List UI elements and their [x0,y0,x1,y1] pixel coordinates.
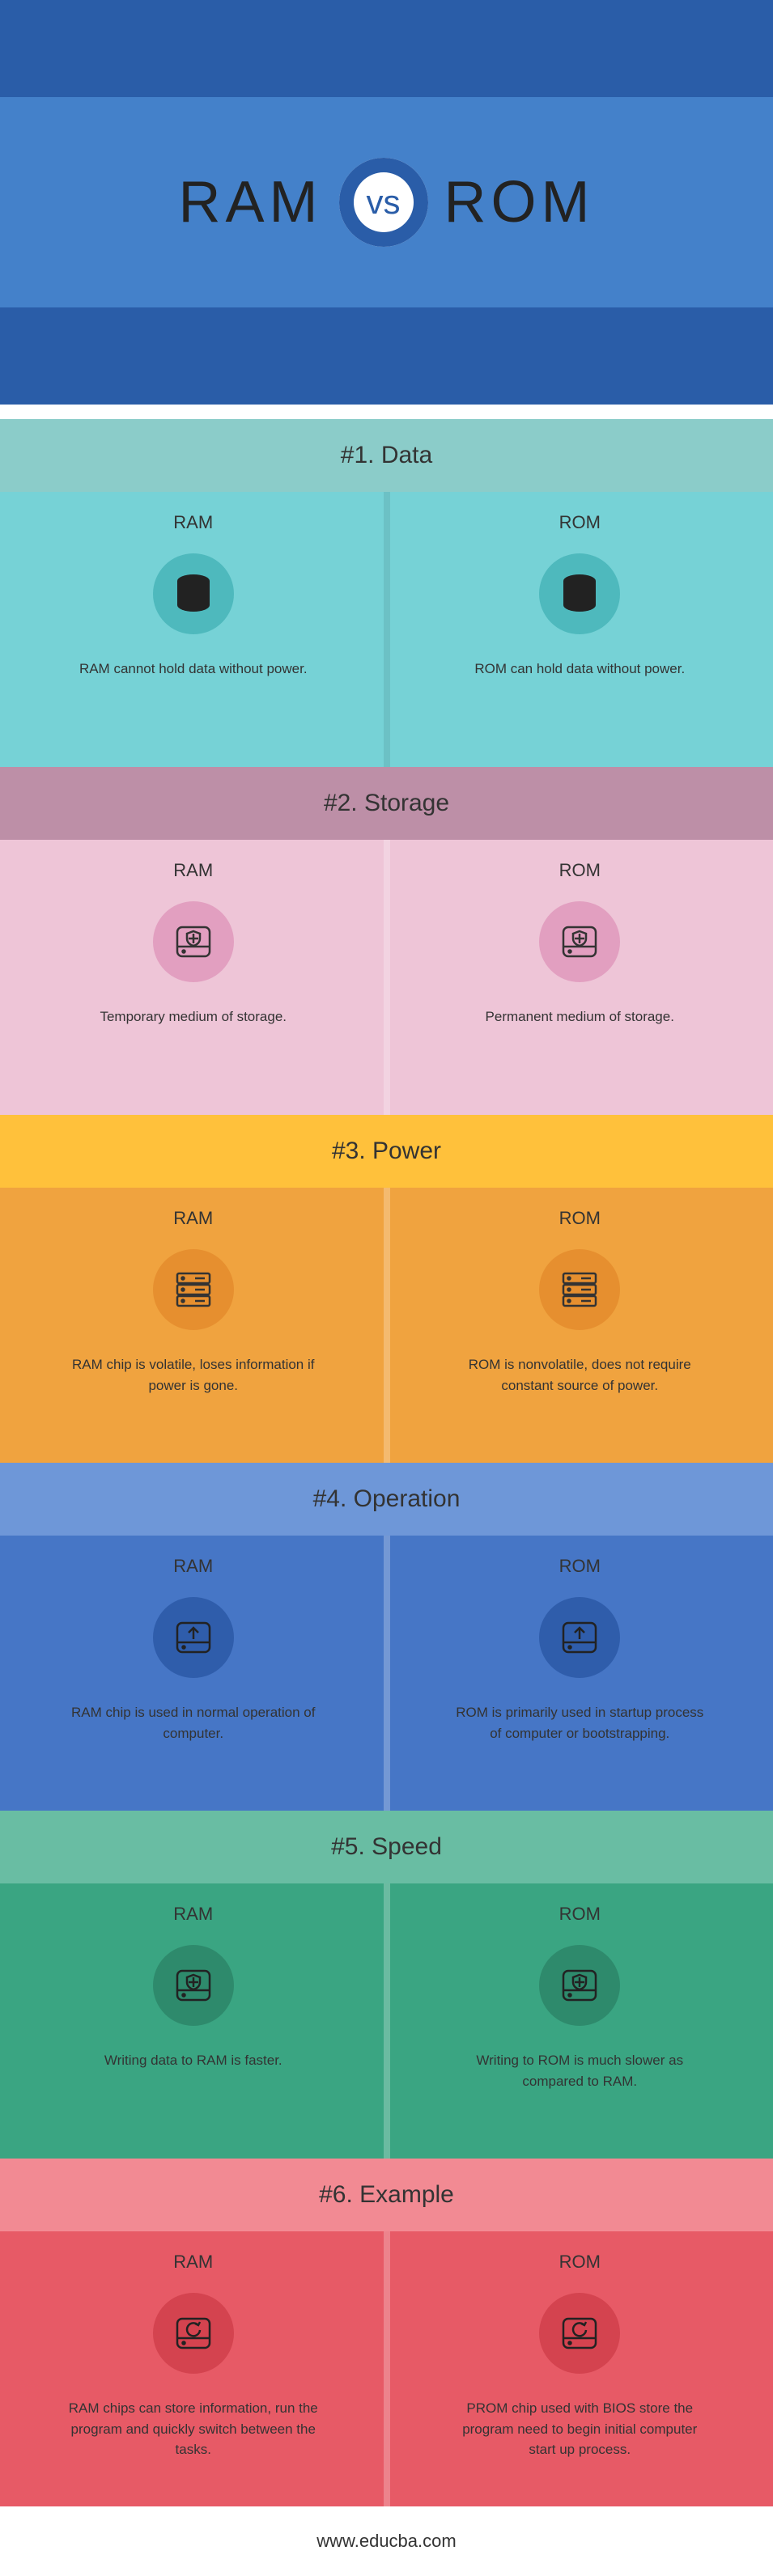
spacer [0,405,773,419]
ram-desc: Temporary medium of storage. [100,1006,287,1027]
section-title-6: #6. Example [0,2159,773,2231]
divider [384,2231,390,2506]
ram-icon [153,1249,234,1330]
ram-label: RAM [173,1556,213,1577]
section-title-1: #1. Data [0,419,773,492]
ram-col: RAM Writing data to RAM is faster. [0,1883,387,2159]
ram-desc: Writing data to RAM is faster. [104,2050,282,2071]
rom-desc: PROM chip used with BIOS store the progr… [450,2398,709,2460]
ram-icon [153,1597,234,1678]
rom-icon [539,1597,620,1678]
rom-col: ROM Writing to ROM is much slower as com… [387,1883,773,2159]
title-left: RAM [179,169,323,235]
title-right: ROM [444,169,595,235]
ram-col: RAM RAM cannot hold data without power. [0,492,387,767]
header-band-bottom [0,307,773,405]
ram-col: RAM Temporary medium of storage. [0,840,387,1115]
rom-desc: ROM is nonvolatile, does not require con… [450,1354,709,1396]
section-title-3: #3. Power [0,1115,773,1188]
section-title-4: #4. Operation [0,1463,773,1536]
ram-col: RAM RAM chips can store information, run… [0,2231,387,2506]
ram-icon [153,2293,234,2374]
footer-url: www.educba.com [0,2506,773,2576]
divider [384,1883,390,2159]
ram-label: RAM [173,512,213,533]
rom-col: ROM Permanent medium of storage. [387,840,773,1115]
section-title-2: #2. Storage [0,767,773,840]
rom-icon [539,2293,620,2374]
ram-icon [153,553,234,634]
rom-col: ROM ROM can hold data without power. [387,492,773,767]
divider [384,1188,390,1463]
rom-icon [539,1945,620,2026]
header-band-top [0,0,773,97]
ram-desc: RAM chip is volatile, loses information … [64,1354,323,1396]
ram-desc: RAM cannot hold data without power. [79,659,308,680]
ram-icon [153,1945,234,2026]
ram-icon [153,901,234,982]
ram-label: RAM [173,2252,213,2273]
ram-label: RAM [173,1208,213,1229]
section-body-6: RAM RAM chips can store information, run… [0,2231,773,2506]
section-body-1: RAM RAM cannot hold data without power. … [0,492,773,767]
rom-col: ROM ROM is primarily used in startup pro… [387,1536,773,1811]
rom-desc: Permanent medium of storage. [486,1006,674,1027]
section-body-2: RAM Temporary medium of storage. ROM Per… [0,840,773,1115]
ram-col: RAM RAM chip is used in normal operation… [0,1536,387,1811]
rom-desc: ROM can hold data without power. [474,659,685,680]
section-title-5: #5. Speed [0,1811,773,1883]
rom-label: ROM [559,860,601,881]
rom-label: ROM [559,512,601,533]
title-band: RAM vs ROM [0,97,773,307]
rom-label: ROM [559,1556,601,1577]
divider [384,1536,390,1811]
divider [384,492,390,767]
rom-label: ROM [559,1904,601,1925]
rom-col: ROM ROM is nonvolatile, does not require… [387,1188,773,1463]
rom-label: ROM [559,1208,601,1229]
ram-label: RAM [173,860,213,881]
ram-col: RAM RAM chip is volatile, loses informat… [0,1188,387,1463]
section-body-5: RAM Writing data to RAM is faster. ROM W… [0,1883,773,2159]
rom-desc: Writing to ROM is much slower as compare… [450,2050,709,2091]
rom-desc: ROM is primarily used in startup process… [450,1702,709,1743]
ram-desc: RAM chip is used in normal operation of … [64,1702,323,1743]
ram-label: RAM [173,1904,213,1925]
section-body-4: RAM RAM chip is used in normal operation… [0,1536,773,1811]
ram-desc: RAM chips can store information, run the… [64,2398,323,2460]
rom-icon [539,553,620,634]
rom-col: ROM PROM chip used with BIOS store the p… [387,2231,773,2506]
section-body-3: RAM RAM chip is volatile, loses informat… [0,1188,773,1463]
divider [384,840,390,1115]
vs-badge: vs [339,158,428,247]
rom-icon [539,901,620,982]
rom-label: ROM [559,2252,601,2273]
rom-icon [539,1249,620,1330]
